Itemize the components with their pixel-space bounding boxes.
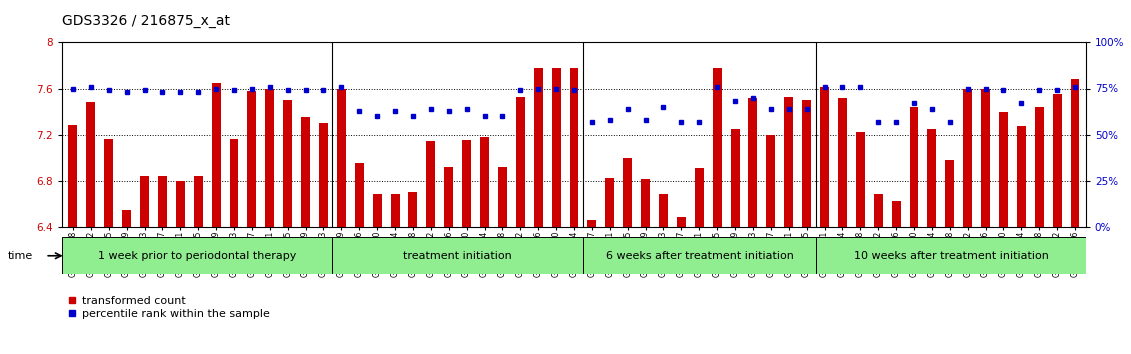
Bar [909,107,918,227]
Bar [767,135,775,227]
Bar [784,97,793,227]
Bar [140,176,149,227]
Bar [426,141,435,227]
Bar [641,179,650,227]
Bar [69,125,77,227]
Bar [408,192,417,227]
Bar [874,194,882,227]
Bar [731,129,740,227]
Bar [838,98,847,227]
Bar [587,219,596,227]
Text: 1 week prior to periodontal therapy: 1 week prior to periodontal therapy [97,251,296,261]
Bar [694,168,703,227]
Bar [964,88,973,227]
Bar [1017,126,1026,227]
Bar [463,140,472,227]
Bar [1071,79,1079,227]
Bar [659,194,668,227]
Bar [570,68,578,227]
Text: GDS3326 / 216875_x_at: GDS3326 / 216875_x_at [62,14,231,28]
Bar [605,178,614,227]
Bar [498,167,507,227]
Bar [331,237,582,274]
Bar [856,132,865,227]
Bar [373,194,381,227]
Bar [516,97,525,227]
Bar [193,176,202,227]
Bar [319,123,328,227]
Bar [248,91,257,227]
Bar [266,88,274,227]
Bar [1053,94,1062,227]
Bar [552,68,561,227]
Bar [749,98,758,227]
Bar [104,139,113,227]
Bar [713,68,722,227]
Bar [1035,107,1044,227]
Text: 6 weeks after treatment initiation: 6 weeks after treatment initiation [606,251,794,261]
Legend: transformed count, percentile rank within the sample: transformed count, percentile rank withi… [68,296,270,319]
Bar [582,237,817,274]
Bar [891,201,900,227]
Bar [444,167,454,227]
Bar [623,158,632,227]
Bar [62,237,331,274]
Bar [946,160,955,227]
Bar [230,139,239,227]
Bar [355,163,364,227]
Bar [999,112,1008,227]
Bar [480,137,489,227]
Text: 10 weeks after treatment initiation: 10 weeks after treatment initiation [854,251,1048,261]
Bar [534,68,543,227]
Text: time: time [8,251,33,261]
Bar [337,88,346,227]
Bar [158,176,167,227]
Bar [301,117,310,227]
Bar [390,194,399,227]
Bar [927,129,936,227]
Bar [211,83,221,227]
Bar [802,100,811,227]
Bar [175,181,184,227]
Bar [820,87,829,227]
Bar [676,217,685,227]
Bar [981,88,990,227]
Bar [817,237,1086,274]
Bar [122,210,131,227]
Text: treatment initiation: treatment initiation [403,251,511,261]
Bar [86,102,95,227]
Bar [283,100,292,227]
